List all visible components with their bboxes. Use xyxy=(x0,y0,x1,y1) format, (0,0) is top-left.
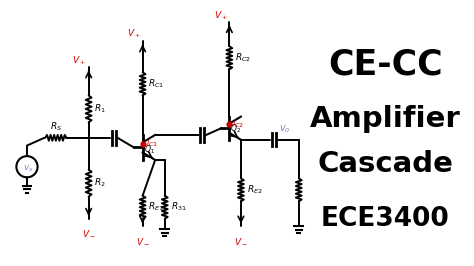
Text: $v_o$: $v_o$ xyxy=(280,123,291,135)
Text: Amplifier: Amplifier xyxy=(310,105,461,132)
Text: Cascade: Cascade xyxy=(318,150,454,178)
Text: $R_{E2}$: $R_{E2}$ xyxy=(246,184,262,196)
Text: $v_s$: $v_s$ xyxy=(23,164,33,174)
Text: $V_-$: $V_-$ xyxy=(82,228,96,238)
Text: $R_{E1}$: $R_{E1}$ xyxy=(148,201,164,213)
Text: $R_2$: $R_2$ xyxy=(94,177,106,189)
Text: $R_1$: $R_1$ xyxy=(94,103,106,115)
Text: $V_+$: $V_+$ xyxy=(214,9,228,22)
Text: $R_{C2}$: $R_{C2}$ xyxy=(235,52,251,64)
Text: CE-CC: CE-CC xyxy=(328,48,443,82)
Text: $Q_1$: $Q_1$ xyxy=(144,143,155,156)
Text: $Q_2$: $Q_2$ xyxy=(230,122,241,135)
Text: $V_+$: $V_+$ xyxy=(127,27,141,40)
Text: $R_{31}$: $R_{31}$ xyxy=(171,201,186,213)
Text: $V_-$: $V_-$ xyxy=(136,236,150,246)
Text: $V_-$: $V_-$ xyxy=(234,236,248,246)
Text: $R_S$: $R_S$ xyxy=(50,120,62,133)
Text: $i_{C1}$: $i_{C1}$ xyxy=(146,136,158,149)
Text: $V_+$: $V_+$ xyxy=(72,55,86,67)
Text: $R_{C1}$: $R_{C1}$ xyxy=(148,78,164,90)
Text: ECE3400: ECE3400 xyxy=(321,206,450,232)
Text: $i_{C2}$: $i_{C2}$ xyxy=(232,117,245,130)
